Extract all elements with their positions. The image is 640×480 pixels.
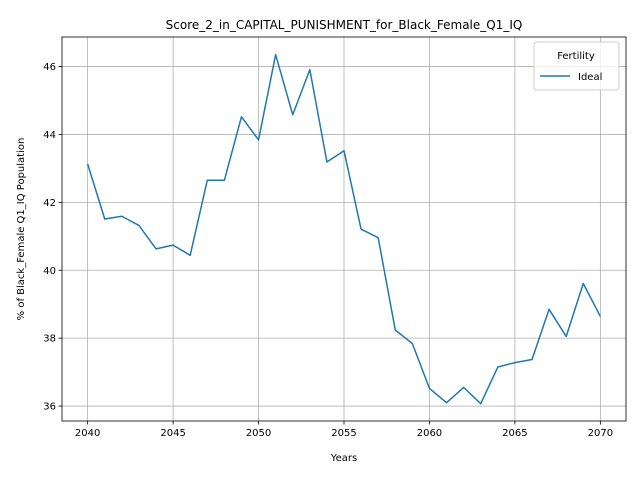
legend: Fertility Ideal (533, 41, 620, 91)
y-tick-label: 40 (43, 266, 56, 277)
legend-box (533, 41, 620, 91)
series-layer (86, 53, 602, 405)
y-tick-label: 36 (43, 402, 56, 413)
x-tick-label: 2070 (588, 428, 613, 439)
y-tick-label: 38 (43, 334, 56, 345)
x-tick-label: 2050 (246, 428, 271, 439)
y-tick-label: 42 (43, 198, 56, 209)
x-tick-label: 2065 (502, 428, 527, 439)
x-tick-label: 2045 (160, 428, 185, 439)
series-line-ideal (86, 53, 602, 405)
y-axis-ticks: 36 38 40 42 44 46 (43, 62, 62, 413)
x-tick-label: 2055 (331, 428, 356, 439)
x-tick-label: 2040 (75, 428, 100, 439)
y-tick-label: 44 (43, 130, 56, 141)
chart-title: Score_2_in_CAPITAL_PUNISHMENT_for_Black_… (166, 18, 523, 32)
x-axis-label: Years (330, 453, 357, 464)
legend-label-ideal: Ideal (578, 72, 602, 83)
x-tick-label: 2060 (417, 428, 442, 439)
grid (62, 37, 626, 421)
legend-title: Fertility (557, 51, 595, 62)
x-axis-ticks: 2040 2045 2050 2055 2060 2065 2070 (75, 421, 613, 439)
y-tick-label: 46 (43, 62, 56, 73)
y-axis-label: % of Black_Female Q1_IQ Population (16, 138, 27, 321)
